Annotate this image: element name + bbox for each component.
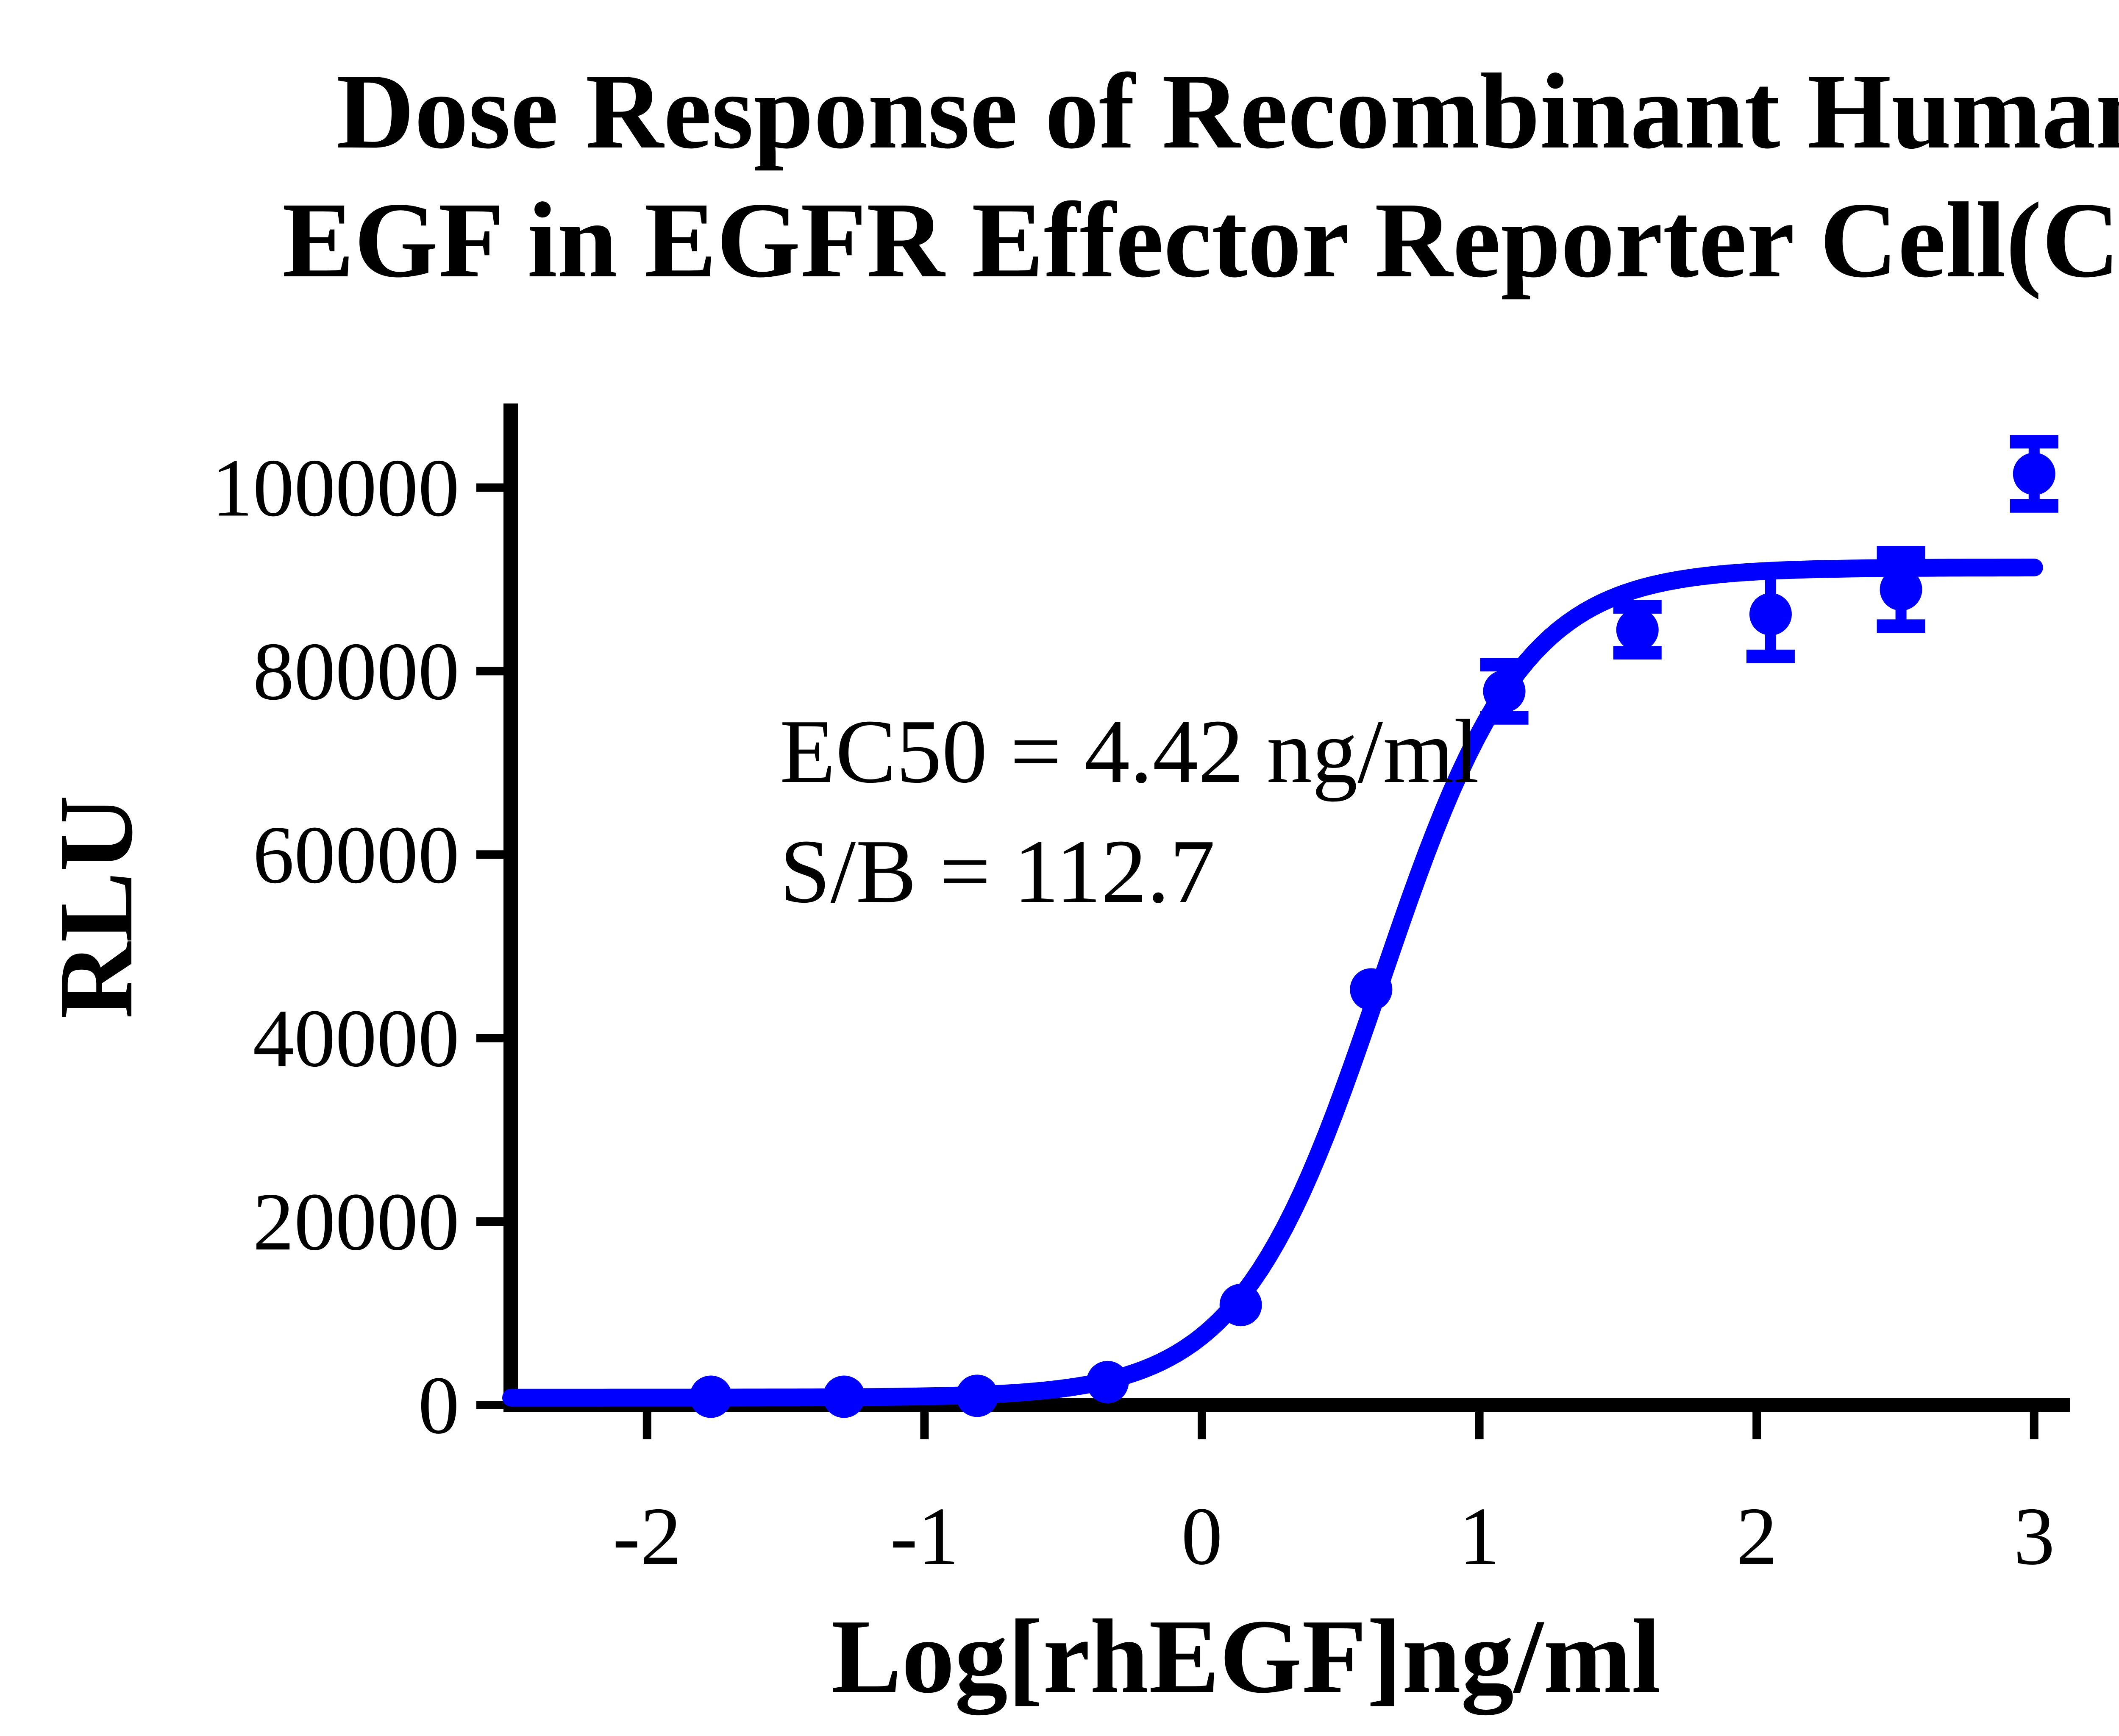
annotation-ec50: EC50 = 4.42 ng/ml (780, 701, 1479, 802)
fit-curve-layer (502, 559, 2043, 1407)
chart-title-line-2: EGF in EGFR Effector Reporter Cell(C9) (282, 181, 2119, 300)
x-tick-label: 1 (1459, 1491, 1500, 1582)
y-axis-label: RLU (37, 795, 155, 1019)
x-tick-label: 0 (1181, 1491, 1223, 1582)
data-point (1219, 1284, 1262, 1327)
data-point (956, 1374, 998, 1417)
data-point (1616, 608, 1659, 651)
data-point (690, 1375, 732, 1418)
y-tick-label: 80000 (253, 626, 460, 717)
y-tick-label: 0 (418, 1360, 460, 1451)
x-axis-label: Log[rhEGF]ng/ml (831, 1598, 1661, 1715)
axes-layer: 0 20000 40000 60000 80000 100000 -2 -1 0 1 2 3 (211, 403, 2070, 1582)
data-point (1749, 593, 1792, 636)
chart-title-line-1: Dose Response of Recombinant Human (336, 52, 2119, 171)
x-tick-label: 3 (2013, 1491, 2055, 1582)
y-tick-label: 60000 (253, 809, 460, 901)
y-tick-label: 40000 (253, 993, 460, 1084)
x-tick-label: -2 (613, 1491, 681, 1582)
fit-curve (502, 559, 2043, 1407)
x-tick-label: -1 (890, 1491, 959, 1582)
y-tick-label: 20000 (253, 1176, 460, 1268)
y-tick-label: 100000 (211, 442, 459, 534)
annotation-sb: S/B = 112.7 (780, 821, 1215, 922)
data-point (823, 1375, 865, 1418)
data-point (1086, 1360, 1129, 1403)
x-tick-label: 2 (1736, 1491, 1777, 1582)
data-point (1483, 670, 1526, 713)
data-points-layer (690, 435, 2058, 1418)
data-point (1350, 968, 1393, 1011)
data-point (2013, 453, 2055, 495)
data-point (1880, 568, 1922, 611)
